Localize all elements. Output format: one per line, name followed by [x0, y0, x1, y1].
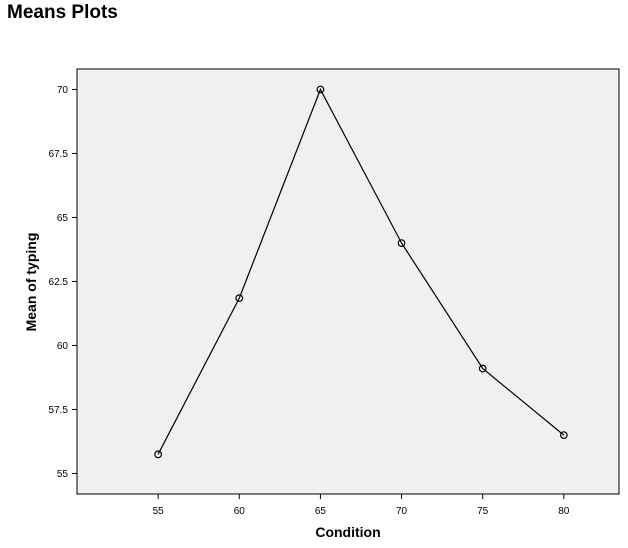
x-tick-label: 70: [396, 506, 408, 517]
y-axis-ticks: 55 57.5 60 62.5 65 67.5 70: [49, 85, 77, 480]
plot-area: [76, 68, 620, 495]
y-tick-label: 70: [57, 85, 69, 96]
y-tick-label: 57.5: [49, 405, 69, 416]
y-axis-title: Mean of typing: [23, 233, 39, 332]
data-point: [316, 85, 325, 94]
x-tick-label: 75: [477, 506, 489, 517]
data-point: [478, 364, 487, 373]
y-tick-label: 55: [57, 469, 69, 480]
x-tick-label: 80: [558, 506, 570, 517]
y-tick-label: 67.5: [49, 149, 69, 160]
y-tick-label: 65: [57, 213, 69, 224]
y-tick-label: 62.5: [49, 277, 69, 288]
y-tick-label: 60: [57, 341, 69, 352]
x-tick-label: 55: [153, 506, 165, 517]
series-line: [157, 88, 565, 455]
data-point: [559, 431, 568, 440]
x-axis-ticks: 55 60 65 70 75 80: [153, 494, 570, 517]
page-title: Means Plots: [7, 2, 118, 23]
x-tick-label: 65: [315, 506, 327, 517]
x-axis-title: Condition: [315, 524, 380, 540]
data-point: [397, 239, 406, 247]
x-tick-label: 60: [234, 506, 246, 517]
data-point: [154, 450, 163, 459]
series-layer: [154, 85, 568, 459]
data-point: [235, 294, 244, 303]
